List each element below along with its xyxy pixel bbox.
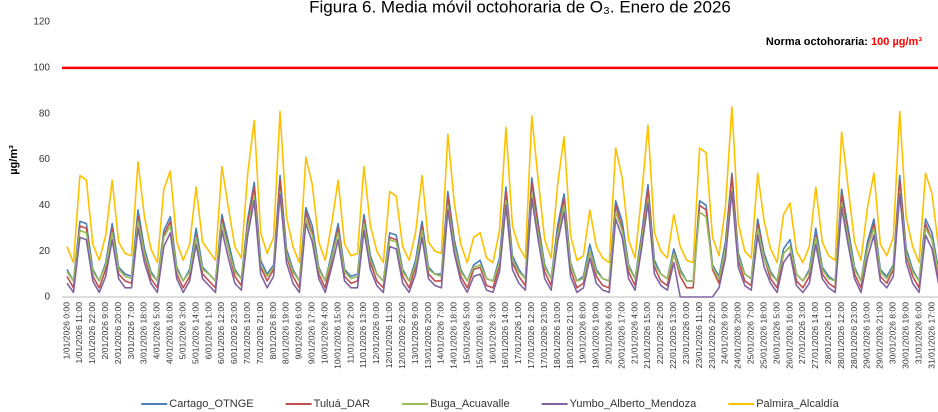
legend-label: Tuluá_DAR bbox=[314, 398, 371, 410]
x-tick-label: 31/01/2026 6:00 bbox=[913, 302, 923, 364]
x-tick-label: 12/01/2026 11:00 bbox=[384, 302, 394, 368]
x-tick-label: 5/01/2026 14:00 bbox=[190, 302, 200, 364]
x-tick-label: 11/01/2026 13:00 bbox=[358, 302, 368, 368]
x-tick-label: 23/01/2026 0:00 bbox=[681, 302, 691, 364]
y-tick-label: 80 bbox=[39, 108, 51, 119]
x-tick-label: 6/01/2026 12:00 bbox=[216, 302, 226, 364]
x-tick-label: 26/01/2026 16:00 bbox=[784, 302, 794, 369]
x-tick-label: 14/01/2026 7:00 bbox=[436, 302, 446, 364]
x-tick-label: 9/01/2026 6:00 bbox=[294, 302, 304, 360]
x-tick-label: 1/01/2026 0:00 bbox=[61, 302, 71, 360]
x-tick-label: 31/01/2026 17:00 bbox=[926, 302, 936, 369]
x-tick-label: 22/01/2026 2:00 bbox=[655, 302, 665, 364]
y-axis-label: µg/m³ bbox=[8, 145, 20, 175]
x-tick-label: 10/01/2026 4:00 bbox=[319, 302, 329, 364]
y-tick-label: 0 bbox=[44, 292, 50, 303]
x-tick-label: 17/01/2026 23:00 bbox=[539, 302, 549, 369]
x-tick-label: 21/01/2026 4:00 bbox=[629, 302, 639, 364]
x-tick-label: 4/01/2026 16:00 bbox=[165, 302, 175, 364]
x-tick-label: 19/01/2026 8:00 bbox=[578, 302, 588, 364]
x-tick-label: 1/01/2026 11:00 bbox=[74, 302, 84, 364]
x-tick-label: 5/01/2026 3:00 bbox=[177, 302, 187, 360]
x-tick-label: 23/01/2026 11:00 bbox=[694, 302, 704, 368]
annotation-label: Norma octohoraria: bbox=[766, 36, 868, 48]
threshold-annotation: Norma octohoraria: 100 µg/m³ bbox=[766, 36, 922, 48]
x-tick-label: 7/01/2026 21:00 bbox=[255, 302, 265, 364]
x-tick-label: 26/01/2026 5:00 bbox=[771, 302, 781, 364]
x-tick-label: 13/01/2026 9:00 bbox=[410, 302, 420, 364]
x-tick-label: 30/01/2026 19:00 bbox=[900, 302, 910, 369]
x-tick-label: 28/01/2026 1:00 bbox=[823, 302, 833, 364]
x-tick-label: 29/01/2026 21:00 bbox=[875, 302, 885, 369]
chart-title: Figura 6. Media móvil octohoraria de O₃.… bbox=[309, 0, 731, 16]
x-tick-label: 30/01/2026 8:00 bbox=[888, 302, 898, 364]
y-tick-label: 120 bbox=[33, 17, 50, 28]
x-tick-label: 28/01/2026 23:00 bbox=[849, 302, 859, 369]
legend-label: Palmira_Alcaldía bbox=[756, 398, 839, 410]
x-tick-label: 2/01/2026 9:00 bbox=[100, 302, 110, 360]
x-tick-label: 28/01/2026 12:00 bbox=[836, 302, 846, 369]
x-tick-label: 22/01/2026 13:00 bbox=[668, 302, 678, 369]
legend: Cartago_OTNGE Tuluá_DAR Buga_Acuavalle Yumb… bbox=[141, 398, 840, 410]
legend-label: Cartago_OTNGE bbox=[169, 398, 253, 410]
x-tick-label: 19/01/2026 19:00 bbox=[591, 302, 601, 369]
x-tick-label: 17/01/2026 12:00 bbox=[526, 302, 536, 369]
x-tick-label: 2/01/2026 20:00 bbox=[113, 302, 123, 364]
x-tick-label: 4/01/2026 5:00 bbox=[152, 302, 162, 360]
x-tick-label: 8/01/2026 8:00 bbox=[268, 302, 278, 360]
x-tick-label: 23/01/2026 22:00 bbox=[707, 302, 717, 369]
x-tick-label: 12/01/2026 0:00 bbox=[371, 302, 381, 364]
x-tick-label: 25/01/2026 7:00 bbox=[746, 302, 756, 364]
y-tick-label: 20 bbox=[39, 246, 51, 257]
series-line bbox=[66, 190, 938, 298]
x-tick-label: 18/01/2026 21:00 bbox=[565, 302, 575, 369]
x-tick-label: 16/01/2026 3:00 bbox=[487, 302, 497, 364]
legend-label: Yumbo_Alberto_Mendoza bbox=[570, 398, 697, 410]
x-tick-label: 20/01/2026 17:00 bbox=[616, 302, 626, 369]
x-tick-label: 10/01/2026 15:00 bbox=[332, 302, 342, 369]
x-tick-label: 29/01/2026 10:00 bbox=[862, 302, 872, 369]
x-tick-label: 18/01/2026 10:00 bbox=[552, 302, 562, 369]
x-tick-label: 3/01/2026 18:00 bbox=[139, 302, 149, 364]
x-tick-label: 13/01/2026 20:00 bbox=[423, 302, 433, 369]
x-tick-label: 27/01/2026 14:00 bbox=[810, 302, 820, 369]
x-tick-label: 6/01/2026 23:00 bbox=[229, 302, 239, 364]
x-tick-label: 12/01/2026 22:00 bbox=[397, 302, 407, 369]
x-tick-label: 7/01/2026 10:00 bbox=[242, 302, 252, 364]
x-tick-label: 24/01/2026 9:00 bbox=[720, 302, 730, 364]
x-tick-label: 20/01/2026 6:00 bbox=[604, 302, 614, 364]
annotation-value: 100 µg/m³ bbox=[871, 36, 922, 48]
x-tick-label: 21/01/2026 15:00 bbox=[642, 302, 652, 369]
series-line bbox=[66, 105, 938, 264]
x-tick-label: 15/01/2026 16:00 bbox=[474, 302, 484, 369]
x-tick-label: 9/01/2026 17:00 bbox=[307, 302, 317, 364]
x-tick-label: 17/01/2026 1:00 bbox=[513, 302, 523, 364]
x-tick-label: 3/01/2026 7:00 bbox=[126, 302, 136, 360]
x-tick-label: 6/01/2026 1:00 bbox=[203, 302, 213, 360]
x-tick-label: 1/01/2026 22:00 bbox=[87, 302, 97, 364]
x-tick-label: 8/01/2026 19:00 bbox=[281, 302, 291, 364]
x-tick-label: 15/01/2026 5:00 bbox=[461, 302, 471, 364]
y-tick-label: 60 bbox=[39, 154, 51, 165]
x-tick-label: 25/01/2026 18:00 bbox=[758, 302, 768, 369]
x-tick-label: 16/01/2026 14:00 bbox=[500, 302, 510, 369]
x-tick-label: 27/01/2026 3:00 bbox=[797, 302, 807, 364]
y-tick-label: 100 bbox=[33, 62, 50, 73]
x-tick-label: 11/01/2026 2:00 bbox=[345, 302, 355, 364]
x-tick-label: 24/01/2026 20:00 bbox=[733, 302, 743, 369]
y-tick-label: 40 bbox=[39, 200, 51, 211]
x-tick-label: 14/01/2026 18:00 bbox=[449, 302, 459, 369]
legend-label: Buga_Acuavalle bbox=[430, 398, 510, 410]
